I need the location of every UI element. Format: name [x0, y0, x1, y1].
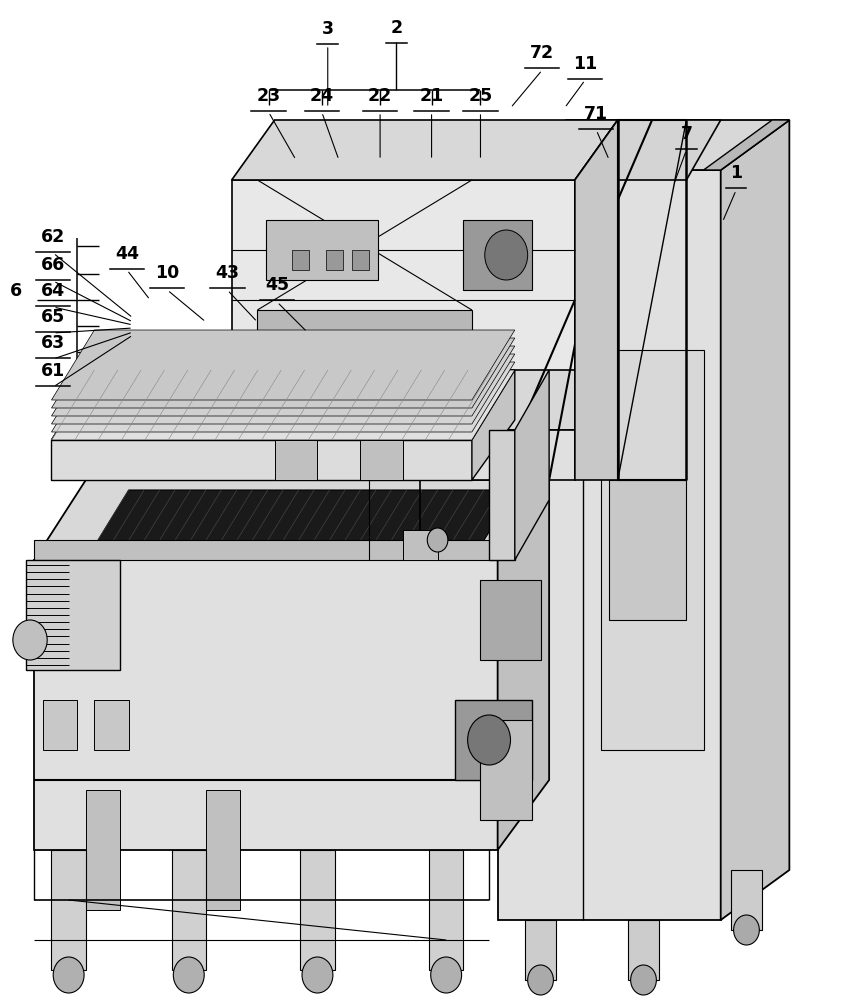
Text: 7: 7 [680, 125, 692, 143]
Text: 1: 1 [730, 164, 742, 182]
Polygon shape [34, 540, 498, 560]
Text: 23: 23 [257, 87, 281, 105]
Text: 11: 11 [573, 55, 597, 73]
Polygon shape [326, 250, 343, 270]
Polygon shape [86, 790, 120, 910]
Polygon shape [51, 346, 515, 416]
Text: 61: 61 [41, 362, 65, 380]
Polygon shape [628, 920, 659, 980]
Polygon shape [51, 850, 86, 970]
Polygon shape [498, 480, 549, 850]
Polygon shape [275, 440, 317, 480]
Polygon shape [352, 250, 369, 270]
Text: 66: 66 [41, 256, 65, 274]
Polygon shape [51, 370, 515, 440]
Polygon shape [609, 480, 686, 620]
Text: 71: 71 [584, 105, 608, 123]
Polygon shape [26, 560, 120, 670]
Polygon shape [455, 700, 532, 780]
Text: 62: 62 [41, 228, 65, 246]
Polygon shape [480, 720, 532, 820]
Polygon shape [206, 790, 240, 910]
Polygon shape [498, 460, 549, 560]
Text: 22: 22 [368, 87, 392, 105]
Text: 24: 24 [310, 87, 334, 105]
Polygon shape [43, 700, 77, 750]
Circle shape [427, 528, 448, 552]
Polygon shape [525, 920, 556, 980]
Circle shape [485, 230, 528, 280]
Polygon shape [51, 354, 515, 424]
Polygon shape [360, 440, 403, 480]
Polygon shape [292, 250, 309, 270]
Text: 10: 10 [155, 264, 179, 282]
Polygon shape [257, 310, 472, 340]
Polygon shape [498, 120, 789, 170]
Polygon shape [94, 700, 129, 750]
Polygon shape [575, 120, 618, 480]
Polygon shape [51, 330, 515, 400]
Polygon shape [601, 350, 704, 750]
Polygon shape [498, 170, 721, 920]
Polygon shape [51, 362, 515, 432]
Polygon shape [575, 120, 618, 430]
Polygon shape [266, 220, 378, 280]
Circle shape [631, 965, 656, 995]
Polygon shape [515, 370, 549, 560]
Polygon shape [704, 120, 789, 170]
Polygon shape [51, 370, 515, 440]
Text: 43: 43 [215, 264, 239, 282]
Text: 25: 25 [468, 87, 492, 105]
Text: 44: 44 [115, 245, 139, 263]
Polygon shape [472, 370, 515, 480]
Text: 72: 72 [530, 44, 554, 62]
Polygon shape [51, 440, 472, 480]
Polygon shape [232, 370, 618, 430]
Circle shape [468, 715, 511, 765]
Circle shape [302, 957, 333, 993]
Text: 65: 65 [41, 308, 65, 326]
Polygon shape [403, 530, 438, 560]
Circle shape [173, 957, 204, 993]
Polygon shape [300, 850, 335, 970]
Polygon shape [575, 370, 618, 480]
Text: 45: 45 [265, 276, 289, 294]
Polygon shape [232, 430, 575, 480]
Polygon shape [34, 480, 549, 560]
Text: 3: 3 [322, 20, 334, 38]
Polygon shape [575, 120, 721, 180]
Polygon shape [232, 180, 575, 430]
Text: 21: 21 [420, 87, 444, 105]
Polygon shape [172, 850, 206, 970]
Polygon shape [429, 850, 463, 970]
Text: 2: 2 [390, 19, 402, 37]
Polygon shape [232, 120, 618, 180]
Circle shape [734, 915, 759, 945]
Text: 63: 63 [41, 334, 65, 352]
Polygon shape [403, 370, 446, 430]
Polygon shape [86, 490, 515, 560]
Circle shape [431, 957, 462, 993]
Polygon shape [463, 220, 532, 290]
Circle shape [53, 957, 84, 993]
Polygon shape [721, 120, 789, 920]
Polygon shape [51, 338, 515, 408]
Polygon shape [489, 430, 515, 560]
Polygon shape [34, 560, 498, 850]
Circle shape [13, 620, 47, 660]
Circle shape [528, 965, 553, 995]
Polygon shape [731, 870, 762, 930]
Text: 64: 64 [41, 282, 65, 300]
Text: 6: 6 [9, 282, 21, 300]
Polygon shape [480, 580, 541, 660]
